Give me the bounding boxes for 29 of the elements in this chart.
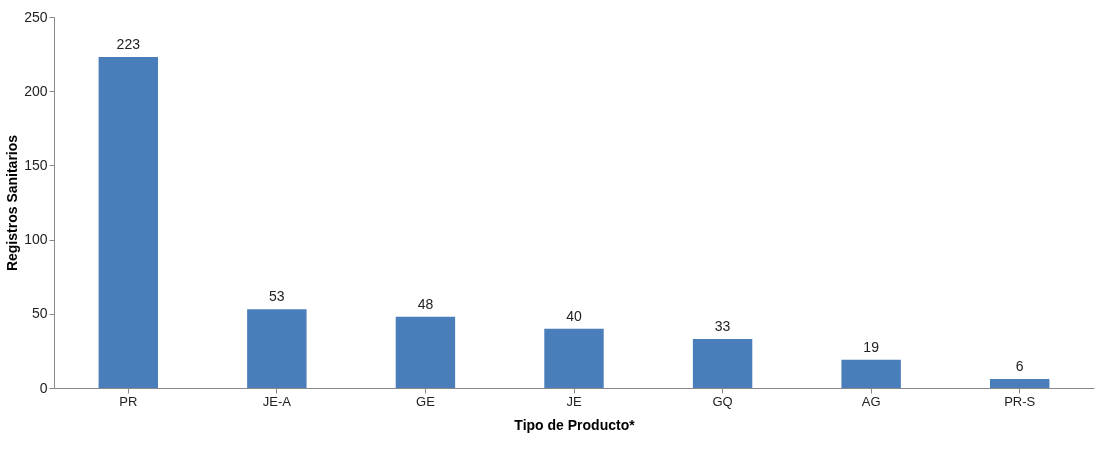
- x-tick-label: JE: [566, 393, 582, 409]
- bar: [841, 359, 901, 388]
- x-tick-label: GE: [416, 393, 436, 409]
- x-tick-label: AG: [861, 393, 881, 409]
- data-label: 40: [566, 307, 582, 324]
- y-tick-label: 50: [31, 305, 48, 322]
- bar: [98, 57, 158, 388]
- data-label: 223: [116, 36, 141, 53]
- data-label: 48: [417, 295, 434, 312]
- data-label: 53: [269, 288, 285, 305]
- bar: [247, 309, 307, 388]
- bar: [990, 379, 1050, 388]
- y-tick-label: 250: [24, 8, 48, 25]
- data-label: 6: [1015, 358, 1024, 375]
- bar: [395, 316, 456, 388]
- y-tick-label: 200: [24, 82, 48, 99]
- y-axis-title: Registros Sanitarios: [4, 134, 21, 272]
- x-tick-label: PR: [119, 393, 138, 409]
- y-tick-label: 100: [24, 231, 48, 248]
- x-axis-title: Tipo de Producto*: [514, 416, 636, 433]
- x-tick-label: PR-S: [1004, 393, 1036, 409]
- x-tick-label: GQ: [712, 393, 733, 409]
- y-tick-label: 0: [39, 379, 48, 396]
- x-tick-label: JE-A: [262, 393, 292, 409]
- y-tick-label: 150: [24, 156, 48, 173]
- data-label: 33: [714, 318, 731, 335]
- bar: [544, 328, 604, 388]
- bar: [692, 339, 753, 388]
- data-label: 19: [863, 338, 880, 355]
